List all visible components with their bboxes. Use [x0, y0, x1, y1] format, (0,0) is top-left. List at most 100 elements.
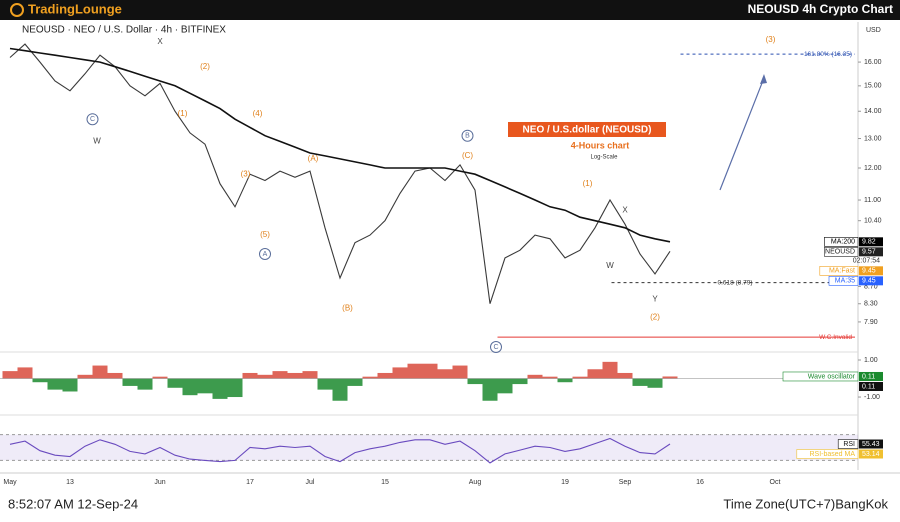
y-tick-label: 7.90: [864, 319, 878, 326]
tag-value-box: [859, 371, 883, 381]
currency: USD: [866, 27, 881, 34]
oscillator-bar: [257, 374, 273, 379]
x-tick-label: 15: [381, 479, 389, 486]
level-label: 161.80% (16.35): [804, 51, 852, 58]
chart-subtitle: 4-Hours chart: [571, 140, 630, 150]
tag-value: 53.14: [862, 451, 880, 458]
oscillator-bar: [542, 376, 558, 379]
wave-label: X: [157, 37, 163, 46]
tag-label-box: [819, 266, 859, 276]
oscillator-bar: [602, 361, 618, 379]
wave-circle: [461, 129, 474, 142]
tag-label-box: [824, 247, 859, 257]
tag-value: 0.11: [862, 383, 875, 390]
wave-label: (3): [241, 169, 251, 178]
oscillator-bar: [62, 378, 78, 392]
oscillator-bar: [47, 378, 63, 390]
x-tick-label: 16: [696, 479, 704, 486]
y-tick-label: 12.00: [864, 165, 882, 172]
oscillator-bar: [662, 376, 678, 379]
footer-time: 8:52:07 AM 12-Sep-24: [8, 496, 138, 511]
y-tick-label: 8.30: [864, 301, 878, 308]
wave-label: W: [93, 136, 101, 145]
tag-label-box: [824, 237, 859, 247]
tag-value: 0.11: [862, 373, 875, 380]
oscillator-bar: [617, 372, 633, 379]
oscillator-bar: [272, 371, 288, 379]
oscillator-bar: [2, 371, 18, 379]
tag-label: MA:200: [831, 239, 855, 246]
tag-label: 02:07:54: [853, 258, 880, 265]
oscillator-bar: [482, 378, 498, 401]
logo-icon: [10, 3, 24, 17]
tag-value-box: [859, 266, 883, 276]
y-tick-label: 14.00: [864, 108, 882, 115]
projection-arrow: [719, 77, 765, 191]
wave-label: (1): [178, 109, 188, 118]
oscillator-bar: [377, 372, 393, 379]
oscillator-bar: [167, 378, 183, 388]
oscillator-bar: [227, 378, 243, 398]
x-tick-label: 17: [246, 479, 254, 486]
oscillator-bar: [137, 378, 153, 390]
tag-value: 9.45: [862, 278, 876, 285]
wave-label: (A): [308, 154, 319, 163]
tag-label: Wave oscillator: [808, 373, 856, 380]
series-line: [9, 47, 671, 243]
oscillator-bar: [467, 378, 483, 385]
y-tick-label: 10.40: [864, 218, 882, 225]
oscillator-bar: [242, 372, 258, 379]
oscillator-bar: [362, 376, 378, 379]
wave-label: (2): [650, 312, 660, 321]
oscillator-bar: [182, 378, 198, 396]
tag-label: MA:Fast: [829, 268, 855, 275]
wave-label: (5): [260, 230, 270, 239]
wave-circle: [490, 340, 502, 353]
oscillator-bar: [497, 378, 513, 394]
oscillator-bar: [647, 378, 663, 388]
wave-label: (4): [253, 109, 263, 118]
y-tick-label: 16.00: [864, 59, 882, 66]
level-label: 0.618 (8.79): [718, 279, 753, 286]
tag-value: 55.43: [862, 441, 880, 448]
x-tick-label: Sep: [619, 479, 632, 486]
level-label: W.C.Invalid: [819, 334, 852, 341]
y-tick-label: 8.70: [864, 283, 878, 290]
oscillator-bar: [347, 378, 363, 386]
oscillator-bar: [302, 371, 318, 379]
y-tick-label: 15.00: [864, 83, 882, 90]
chart-title: NEO / U.S.dollar (NEOUSD): [523, 125, 652, 136]
y-tick-label: 1.00: [864, 357, 878, 364]
wave-label: (B): [342, 303, 353, 312]
wave-label: Y: [652, 294, 658, 303]
wave-label: X: [622, 205, 628, 214]
scale-note: Log-Scale: [590, 155, 618, 161]
x-tick-label: 19: [561, 479, 569, 486]
title-box: [508, 122, 666, 137]
oscillator-bar: [452, 365, 468, 379]
x-tick-label: Jun: [154, 479, 165, 486]
tag-value: 9.45: [862, 268, 876, 275]
oscillator-bar: [572, 376, 588, 379]
oscillator-bar: [92, 365, 108, 379]
wave-label: W: [606, 261, 614, 270]
wave-label: B: [465, 133, 470, 140]
oscillator-bar: [152, 376, 168, 379]
wave-label: (1): [583, 179, 593, 188]
tag-value-box: [859, 247, 883, 257]
wave-label: (3): [766, 35, 776, 44]
y-tick-label: 13.00: [864, 135, 882, 142]
arrow-head: [760, 74, 767, 84]
tag-value-box: [859, 276, 883, 286]
tag-label-box: [837, 439, 859, 449]
wave-label: A: [263, 251, 268, 258]
rsi-band: [0, 434, 858, 461]
x-tick-label: Aug: [469, 479, 482, 486]
oscillator-bar: [587, 369, 603, 379]
oscillator-bar: [437, 369, 453, 379]
oscillator-bar: [107, 372, 123, 379]
wave-label: (2): [200, 62, 210, 71]
series-line: [9, 43, 671, 304]
oscillator-bar: [332, 378, 348, 401]
oscillator-bar: [197, 378, 213, 394]
